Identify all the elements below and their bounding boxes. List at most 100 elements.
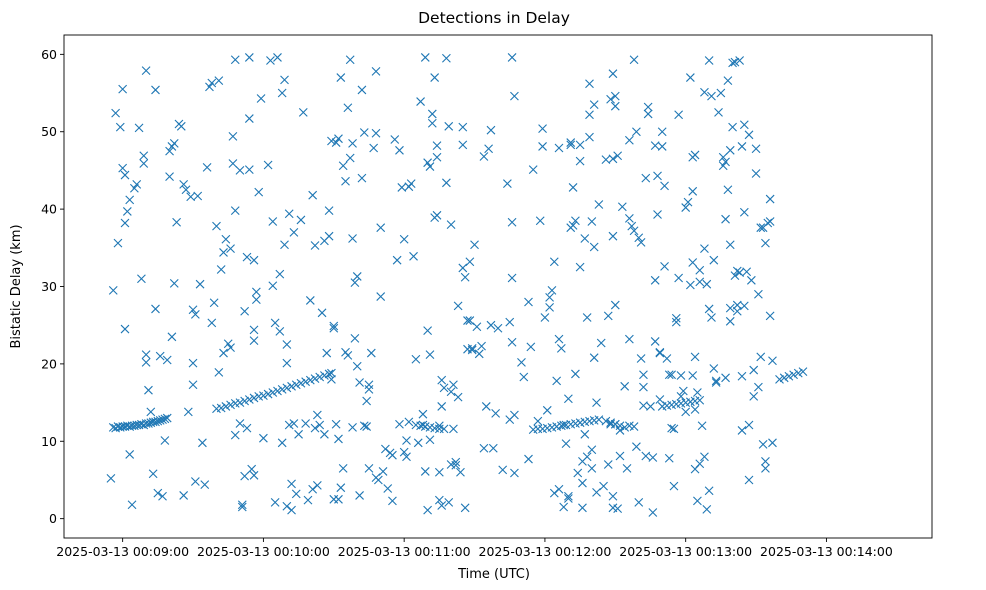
data-point xyxy=(453,392,463,402)
data-point xyxy=(301,419,311,428)
data-point xyxy=(793,368,803,378)
data-point xyxy=(664,370,674,380)
data-point xyxy=(289,419,299,428)
data-point xyxy=(249,393,259,403)
data-point xyxy=(547,285,557,295)
data-point xyxy=(216,265,226,274)
data-point xyxy=(493,323,503,333)
data-point xyxy=(155,415,165,425)
data-point xyxy=(526,342,536,352)
y-axis-label: Bistatic Delay (km) xyxy=(9,224,24,348)
data-point xyxy=(592,398,601,407)
data-point xyxy=(437,501,447,510)
data-point xyxy=(655,348,665,358)
data-point xyxy=(209,298,219,308)
data-point xyxy=(444,498,454,507)
data-point xyxy=(277,385,287,394)
data-point xyxy=(240,396,250,406)
data-point xyxy=(460,272,470,282)
data-point xyxy=(320,429,329,439)
data-point xyxy=(219,248,228,257)
data-point xyxy=(320,371,329,380)
data-point xyxy=(348,234,357,243)
data-point xyxy=(331,138,341,147)
data-point xyxy=(756,223,766,233)
data-point xyxy=(674,273,684,283)
data-point xyxy=(707,313,716,322)
data-point xyxy=(388,450,397,460)
data-point xyxy=(350,333,360,343)
data-point xyxy=(749,391,759,401)
data-point xyxy=(364,463,374,473)
data-point xyxy=(273,53,282,62)
data-point xyxy=(226,343,235,353)
data-point xyxy=(641,173,651,183)
data-point xyxy=(690,150,700,160)
data-point xyxy=(761,457,770,466)
data-point xyxy=(282,383,292,393)
data-point xyxy=(329,321,339,331)
data-point xyxy=(343,103,353,113)
data-point xyxy=(566,138,576,147)
data-point xyxy=(381,444,390,454)
data-point xyxy=(312,410,322,420)
data-point xyxy=(681,407,691,417)
data-point xyxy=(444,121,454,131)
data-point xyxy=(610,101,620,111)
data-point xyxy=(179,179,189,189)
data-point xyxy=(301,377,311,387)
data-point xyxy=(486,125,496,135)
data-point xyxy=(704,304,714,314)
data-point xyxy=(763,218,773,228)
data-point xyxy=(402,436,411,445)
data-point xyxy=(732,306,742,316)
data-point xyxy=(751,169,761,178)
data-point xyxy=(498,465,508,475)
data-point xyxy=(613,504,623,513)
data-point xyxy=(388,496,397,506)
data-point xyxy=(425,162,435,171)
data-point xyxy=(446,387,456,397)
data-point xyxy=(420,467,430,476)
data-point xyxy=(453,301,463,311)
data-point xyxy=(702,279,712,289)
data-point xyxy=(725,240,735,250)
data-point xyxy=(275,269,285,279)
data-point xyxy=(641,451,651,461)
data-point xyxy=(324,206,334,216)
data-point xyxy=(235,166,245,175)
data-point xyxy=(402,452,411,462)
data-point xyxy=(277,438,287,448)
data-point xyxy=(587,463,597,473)
data-point xyxy=(768,356,777,366)
data-point xyxy=(235,419,245,428)
data-point xyxy=(667,423,676,433)
data-point xyxy=(554,484,564,494)
data-point xyxy=(108,285,118,295)
data-point xyxy=(587,217,597,226)
data-point xyxy=(327,374,336,384)
data-point xyxy=(563,394,573,404)
data-point xyxy=(571,216,580,226)
data-point xyxy=(481,402,491,411)
data-point xyxy=(165,146,174,156)
data-point xyxy=(542,405,552,415)
data-point xyxy=(409,251,418,261)
data-point xyxy=(275,326,285,336)
data-point xyxy=(228,131,238,141)
data-point xyxy=(212,221,221,231)
data-point xyxy=(427,109,437,119)
data-point xyxy=(125,450,135,459)
data-point xyxy=(700,244,709,253)
data-point xyxy=(223,339,233,349)
data-point xyxy=(744,130,754,140)
data-point xyxy=(700,87,709,97)
data-point xyxy=(106,474,116,483)
data-point xyxy=(451,457,461,467)
data-point xyxy=(167,332,177,342)
data-point xyxy=(411,354,421,364)
data-point xyxy=(761,238,770,248)
data-point xyxy=(608,231,618,241)
data-point xyxy=(397,183,407,192)
data-point xyxy=(742,267,752,277)
